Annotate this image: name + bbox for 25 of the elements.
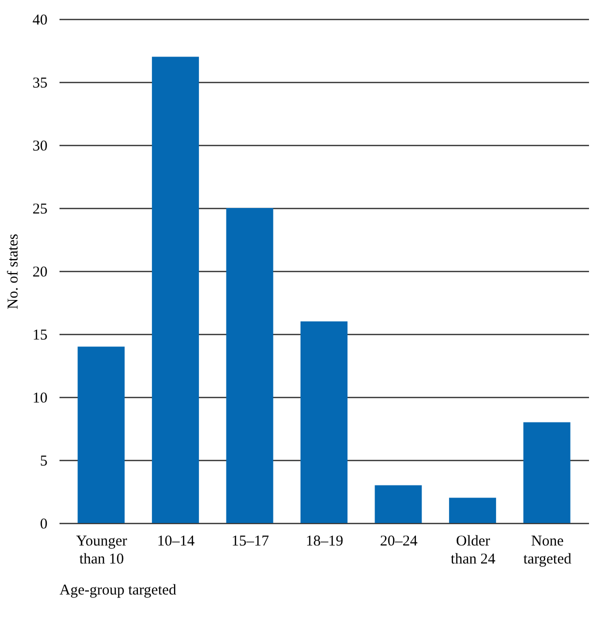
x-tick-label: 10–14 [157,534,196,550]
y-tick-label: 40 [32,12,48,28]
x-tick-label: Younger than 10 [76,534,128,568]
bar [226,208,274,523]
bar [152,56,199,523]
y-axis-title: No. of states [6,234,22,310]
x-tick-label: 15–17 [231,534,270,550]
x-tick-label: None targeted [523,534,572,568]
bar [523,422,570,523]
bar [449,498,496,523]
y-tick-label: 10 [32,390,48,406]
y-tick-label: 35 [32,76,48,92]
x-tick-label: 18–19 [306,534,344,550]
x-tick-label: Older than 24 [450,534,496,568]
y-tick-label: 5 [40,454,48,470]
y-tick-label: 20 [32,264,48,280]
y-tick-label: 0 [40,516,48,532]
bar [374,485,422,523]
bar [78,346,125,523]
bar [300,321,348,523]
y-tick-label: 25 [32,202,48,218]
y-tick-label: 15 [32,328,48,344]
x-axis-title: Age-group targeted [60,582,177,598]
y-tick-label: 30 [32,138,48,154]
x-tick-label: 20–24 [380,534,418,550]
